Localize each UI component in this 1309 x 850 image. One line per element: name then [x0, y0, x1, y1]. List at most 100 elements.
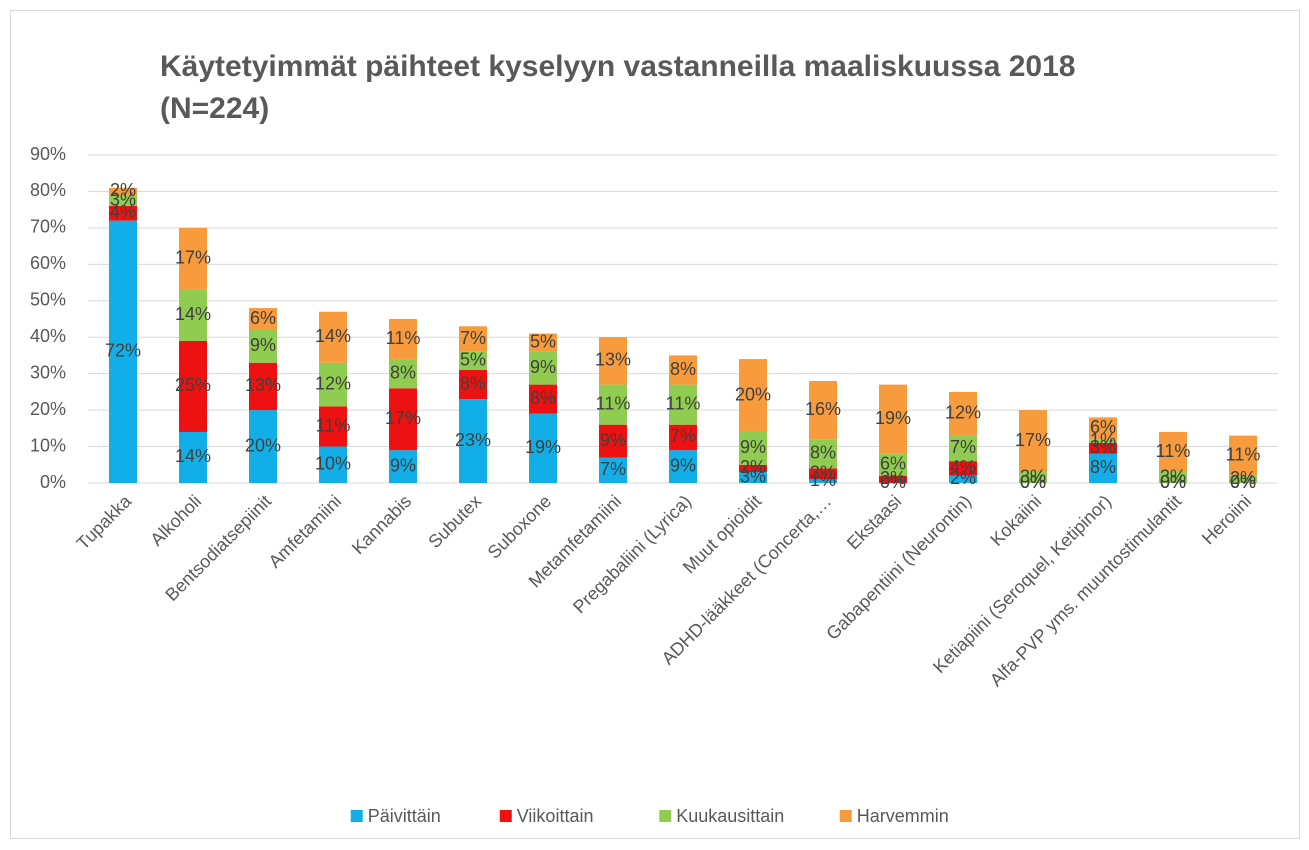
- bar-segment: [1229, 435, 1257, 476]
- data-label: 0%: [1230, 472, 1256, 492]
- data-label: 10%: [315, 454, 351, 474]
- data-label: 9%: [670, 455, 696, 475]
- bar-segment: [109, 220, 137, 483]
- data-label: 2%: [110, 180, 136, 200]
- bar-segment: [879, 475, 907, 483]
- bar-segment: [459, 351, 487, 371]
- bar-segment: [599, 384, 627, 425]
- bar-segment: [739, 472, 767, 483]
- bar-segment: [529, 351, 557, 385]
- bar-segment: [669, 450, 697, 483]
- data-label: 20%: [245, 435, 281, 455]
- data-label: 3%: [1020, 466, 1046, 486]
- data-label: 1%: [810, 470, 836, 490]
- bar-segment: [1089, 439, 1117, 443]
- bar-segment: [179, 289, 207, 341]
- bar-segment: [319, 311, 347, 363]
- bar-segment: [949, 391, 977, 436]
- data-label: 11%: [1226, 444, 1261, 464]
- bar-segment: [319, 362, 347, 407]
- data-label: 4%: [110, 202, 136, 222]
- data-label: 8%: [390, 362, 416, 382]
- data-label: 0%: [1160, 472, 1186, 492]
- data-label: 2%: [740, 457, 766, 477]
- legend-swatch: [499, 810, 512, 822]
- bar-segment: [249, 308, 277, 330]
- legend-label: Päivittäin: [368, 806, 441, 826]
- bar-segment: [1229, 475, 1257, 483]
- bar-segment: [319, 446, 347, 483]
- bar-segment: [179, 227, 207, 290]
- bar-segment: [459, 326, 487, 352]
- data-label: 3%: [740, 466, 766, 486]
- bar-segment: [459, 370, 487, 400]
- data-label: 7%: [600, 459, 626, 479]
- data-label: 3%: [1090, 437, 1116, 457]
- data-label: 7%: [670, 426, 696, 446]
- bar-segment: [599, 337, 627, 385]
- data-label: 0%: [1230, 472, 1256, 492]
- data-label: 14%: [315, 326, 351, 346]
- bar-segment: [389, 450, 417, 483]
- data-label: 11%: [316, 415, 351, 435]
- bar-segment: [1019, 410, 1047, 473]
- bar-segment: [949, 475, 977, 483]
- bar-segment: [599, 457, 627, 483]
- bar-segment: [179, 340, 207, 432]
- bar-segment: [879, 384, 907, 454]
- legend-label: Harvemmin: [857, 806, 949, 826]
- bar-segment: [529, 413, 557, 483]
- bar-segment: [809, 380, 837, 440]
- data-label: 11%: [666, 393, 701, 413]
- data-label: 72%: [105, 341, 141, 361]
- data-label: 9%: [530, 357, 556, 377]
- data-label: 19%: [875, 408, 911, 428]
- data-label: 9%: [740, 437, 766, 457]
- bar-segment: [389, 359, 417, 389]
- y-tick-label: 10%: [30, 435, 66, 455]
- data-label: 17%: [1015, 430, 1051, 450]
- bar-segment: [949, 461, 977, 476]
- legend-swatch: [839, 810, 852, 822]
- chart-title: Käytetyimmät päihteet kyselyyn vastannei…: [160, 50, 1075, 83]
- data-label: 1%: [1090, 430, 1116, 450]
- y-tick-label: 80%: [30, 180, 66, 200]
- bar-segment: [249, 362, 277, 411]
- bar-segment: [1019, 472, 1047, 483]
- bar-segment: [809, 468, 837, 480]
- data-label: 0%: [1160, 472, 1186, 492]
- y-tick-label: 70%: [30, 217, 66, 237]
- data-label: 8%: [670, 359, 696, 379]
- data-label: 20%: [735, 384, 771, 404]
- bar-segment: [739, 464, 767, 473]
- y-tick-label: 60%: [30, 253, 66, 273]
- data-label: 3%: [810, 463, 836, 483]
- data-label: 0%: [880, 472, 906, 492]
- bar-segment: [179, 431, 207, 483]
- y-tick-label: 20%: [30, 399, 66, 419]
- y-tick-label: 0%: [40, 472, 66, 492]
- data-label: 2%: [880, 468, 906, 488]
- bar-segment: [389, 388, 417, 451]
- bar-segment: [669, 424, 697, 451]
- bar-segment: [529, 384, 557, 414]
- bar-segment: [109, 195, 137, 207]
- data-label: 12%: [945, 403, 981, 423]
- data-label: 13%: [595, 350, 631, 370]
- bar-segment: [459, 399, 487, 483]
- data-label: 9%: [250, 335, 276, 355]
- data-label: 13%: [245, 375, 281, 395]
- data-label: 9%: [390, 455, 416, 475]
- bar-segment: [669, 384, 697, 425]
- data-label: 7%: [950, 437, 976, 457]
- data-label: 3%: [110, 189, 136, 209]
- bar-segment: [249, 410, 277, 483]
- data-label: 25%: [175, 375, 211, 395]
- bar-segment: [1089, 417, 1117, 440]
- data-label: 0%: [1020, 472, 1046, 492]
- data-label: 8%: [460, 373, 486, 393]
- data-label: 8%: [1090, 457, 1116, 477]
- bar-segment: [249, 329, 277, 363]
- bar-segment: [1089, 442, 1117, 454]
- data-label: 4%: [950, 457, 976, 477]
